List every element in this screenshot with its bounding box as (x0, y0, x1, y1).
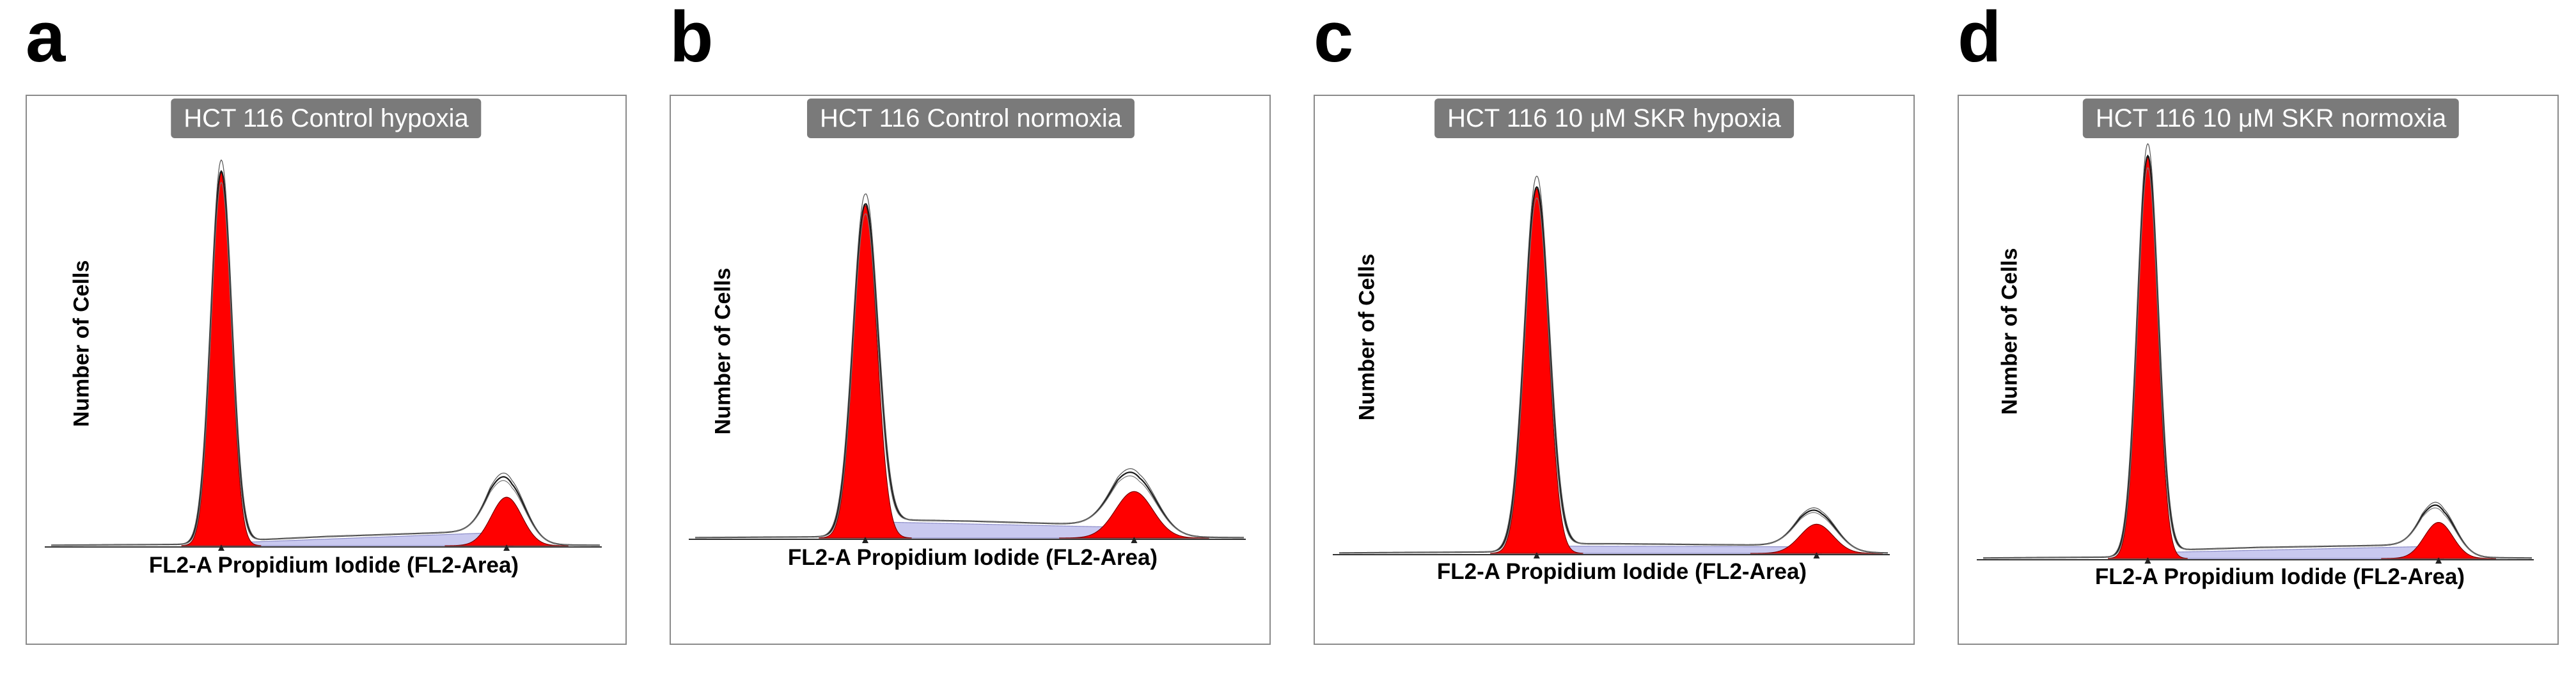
total-fit-line (695, 213, 1245, 538)
chart-title: HCT 116 10 μM SKR normoxia (2082, 99, 2460, 138)
s-phase-area (864, 521, 1140, 539)
histogram-plot (1977, 143, 2534, 564)
y-axis-label: Number of Cells (711, 267, 735, 435)
chart-title: HCT 116 Control hypoxia (171, 99, 482, 138)
total-fit-line (1983, 167, 2533, 558)
x-axis-label: FL2-A Propidium Iodide (FL2-Area) (148, 553, 519, 578)
g1-marker (1533, 552, 1540, 558)
x-axis-label: FL2-A Propidium Iodide (FL2-Area) (787, 545, 1158, 570)
y-axis-label: Number of Cells (69, 260, 94, 427)
g2m-marker (1813, 552, 1820, 558)
g1-peak (2108, 157, 2188, 559)
g2m-marker (2435, 557, 2442, 564)
total-fit-line (1983, 143, 2533, 558)
panel-letter: a (26, 0, 66, 77)
g2m-peak (2381, 521, 2497, 559)
histogram-plot (45, 159, 602, 551)
y-axis-label: Number of Cells (1997, 248, 2022, 415)
histogram-plot (1333, 175, 1890, 558)
s-phase-area (2148, 546, 2445, 559)
panel-d: d HCT 116 10 μM SKR normoxia Number of C… (1932, 0, 2576, 673)
chart-title: HCT 116 Control normoxia (806, 99, 1135, 138)
panel-a: a HCT 116 Control hypoxia Number of Cell… (0, 0, 644, 673)
plot-frame (26, 95, 627, 645)
total-fit-line (695, 203, 1245, 539)
s-phase-area (221, 532, 514, 546)
panel-letter: d (1958, 0, 2002, 77)
total-fit-line (51, 159, 601, 546)
g2m-peak (1750, 523, 1883, 554)
g1-marker (861, 537, 868, 543)
g2m-marker (503, 544, 510, 551)
x-axis-label: FL2-A Propidium Iodide (FL2-Area) (1436, 559, 1807, 584)
g2m-peak (444, 496, 569, 546)
total-fit-line (1339, 186, 1889, 554)
g2m-peak (1059, 491, 1209, 539)
panel-c: c HCT 116 10 μM SKR hypoxia Number of Ce… (1288, 0, 1932, 673)
panel-b: b HCT 116 Control normoxia Number of Cel… (644, 0, 1288, 673)
x-axis-label: FL2-A Propidium Iodide (FL2-Area) (2094, 564, 2465, 589)
g1-peak (181, 172, 262, 546)
total-fit-line (1339, 197, 1889, 553)
total-fit-line (51, 181, 601, 546)
plot-frame (670, 95, 1271, 645)
histogram-plot (689, 193, 1246, 543)
g1-marker (217, 544, 224, 551)
total-fit-line (1339, 175, 1889, 553)
total-fit-line (695, 193, 1245, 538)
y-axis-label: Number of Cells (1355, 253, 1379, 421)
g1-peak (1490, 188, 1583, 554)
total-fit-line (1983, 154, 2533, 559)
g1-marker (2144, 557, 2151, 564)
chart-title: HCT 116 10 μM SKR hypoxia (1434, 99, 1794, 138)
g1-peak (819, 205, 912, 539)
s-phase-area (1536, 546, 1823, 554)
g2m-marker (1131, 537, 1138, 543)
panel-letter: b (670, 0, 714, 77)
panel-letter: c (1314, 0, 1354, 77)
